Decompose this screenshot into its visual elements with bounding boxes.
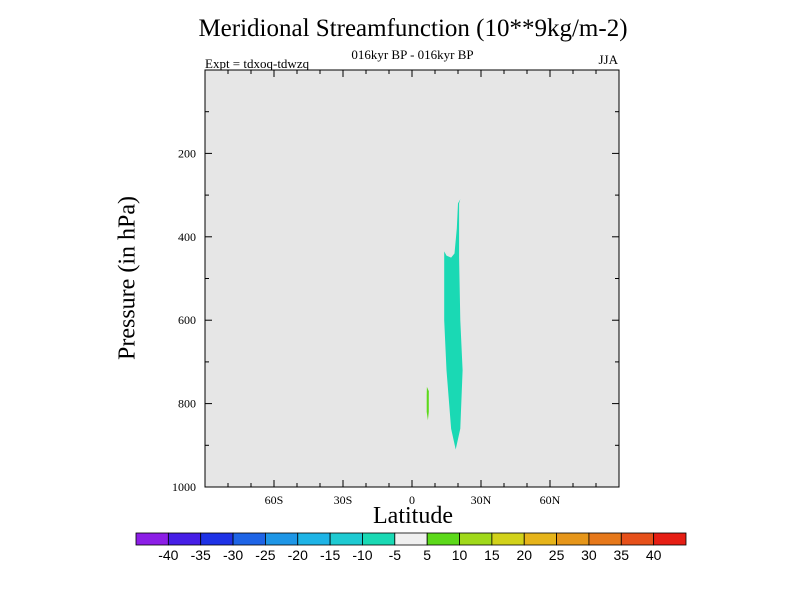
season-label: JJA xyxy=(598,52,618,67)
colorbar-swatch xyxy=(135,532,169,546)
colorbar: -40 -35 -30 -25 -20 -15 -10 -5 5 10 15 20 25 30 35 40 xyxy=(135,532,687,563)
colorbar-swatch xyxy=(523,532,557,546)
colorbar-swatch xyxy=(653,532,687,546)
x-tick-label: 0 xyxy=(409,493,415,507)
colorbar-swatch xyxy=(362,532,396,546)
x-tick-label: 30N xyxy=(471,493,492,507)
y-tick-label: 800 xyxy=(178,397,196,411)
colorbar-label: -5 xyxy=(389,547,402,563)
colorbar-label: -40 xyxy=(158,547,178,563)
colorbar-label: 40 xyxy=(646,547,662,563)
axis-ticks xyxy=(204,70,620,488)
colorbar-swatch xyxy=(620,532,655,546)
colorbar-label: -10 xyxy=(352,547,372,563)
colorbar-swatch xyxy=(167,532,202,546)
y-axis-label: Pressure (in hPa) xyxy=(114,196,141,360)
colorbar-label: -25 xyxy=(255,547,275,563)
plot-background xyxy=(205,70,619,487)
colorbar-label: -20 xyxy=(288,547,308,563)
chart-subtitle: 016kyr BP - 016kyr BP xyxy=(351,47,474,62)
colorbar-label: 15 xyxy=(484,547,500,563)
colorbar-label: 25 xyxy=(549,547,565,563)
y-tick-label: 600 xyxy=(178,313,196,327)
colorbar-swatch xyxy=(459,532,493,546)
positive-cell-region xyxy=(426,386,429,421)
colorbar-swatch xyxy=(394,532,428,546)
colorbar-label: -30 xyxy=(223,547,243,563)
colorbar-swatch xyxy=(232,532,266,546)
chart-title: Meridional Streamfunction (10**9kg/m-2) xyxy=(198,15,628,42)
colorbar-swatch xyxy=(426,532,460,546)
colorbar-swatch xyxy=(556,532,590,546)
experiment-label: Expt = tdxoq-tdwzq xyxy=(205,56,310,71)
y-tick-label: 200 xyxy=(178,146,196,160)
colorbar-label: -15 xyxy=(320,547,340,563)
colorbar-swatch xyxy=(297,532,331,546)
x-axis-label: Latitude xyxy=(373,503,453,529)
colorbar-swatch xyxy=(491,532,525,546)
contour-regions xyxy=(426,199,463,450)
y-tick-label: 400 xyxy=(178,230,196,244)
colorbar-label: 30 xyxy=(581,547,597,563)
axis-tick-labels: 60S 30S 0 30N 60N 200 400 600 800 1000 xyxy=(172,146,561,507)
colorbar-label: 5 xyxy=(423,547,431,563)
colorbar-swatch xyxy=(329,532,363,546)
colorbar-swatch xyxy=(588,532,622,546)
colorbar-swatch xyxy=(200,532,234,546)
colorbar-label: 20 xyxy=(516,547,532,563)
colorbar-swatch xyxy=(265,532,299,546)
x-tick-label: 60N xyxy=(540,493,561,507)
x-tick-label: 60S xyxy=(265,493,284,507)
colorbar-label: -35 xyxy=(191,547,211,563)
colorbar-label: 35 xyxy=(614,547,630,563)
y-tick-label: 1000 xyxy=(172,480,196,494)
x-tick-label: 30S xyxy=(334,493,353,507)
colorbar-label: 10 xyxy=(452,547,468,563)
negative-cell-region xyxy=(444,199,463,450)
